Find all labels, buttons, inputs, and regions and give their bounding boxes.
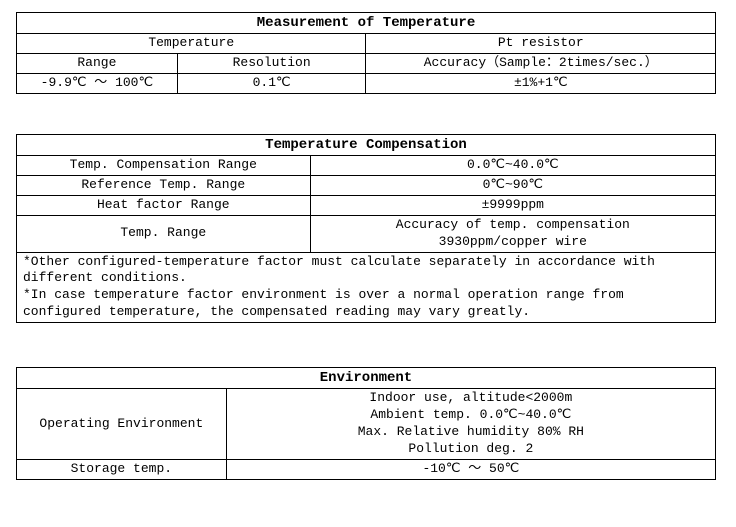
table1-header-left: Temperature <box>17 34 366 54</box>
table2-row0-label: Temp. Compensation Range <box>17 156 311 176</box>
table3-row0-value: Indoor use, altitude<2000m Ambient temp.… <box>226 389 715 460</box>
table1-col1-label: Range <box>17 54 178 74</box>
table2-row3-label: Temp. Range <box>17 215 311 252</box>
table2-row2-value: ±9999ppm <box>310 195 715 215</box>
table1-col2-label: Resolution <box>177 54 366 74</box>
table3-row0-label: Operating Environment <box>17 389 227 460</box>
measurement-table: Measurement of Temperature Temperature P… <box>16 12 716 94</box>
environment-table: Environment Operating Environment Indoor… <box>16 367 716 480</box>
table2-row1-value: 0℃~90℃ <box>310 175 715 195</box>
table2-note: *Other configured-temperature factor mus… <box>17 252 716 323</box>
table2-row3-value: Accuracy of temp. compensation 3930ppm/c… <box>310 215 715 252</box>
table3-title: Environment <box>17 368 716 389</box>
table1-col3-val: ±1%+1℃ <box>366 73 716 93</box>
table2-row2-label: Heat factor Range <box>17 195 311 215</box>
table2-row1-label: Reference Temp. Range <box>17 175 311 195</box>
table2-row0-value: 0.0℃~40.0℃ <box>310 156 715 176</box>
table2-title: Temperature Compensation <box>17 134 716 155</box>
table3-row1-label: Storage temp. <box>17 459 227 479</box>
table1-col2-val: 0.1℃ <box>177 73 366 93</box>
table1-header-right: Pt resistor <box>366 34 716 54</box>
table1-col1-val: -9.9℃ ～ 100℃ <box>17 73 178 93</box>
compensation-table: Temperature Compensation Temp. Compensat… <box>16 134 716 323</box>
table1-title: Measurement of Temperature <box>17 13 716 34</box>
table3-row1-value: -10℃ ～ 50℃ <box>226 459 715 479</box>
table1-col3-label: Accuracy（Sample：2times/sec.） <box>366 54 716 74</box>
